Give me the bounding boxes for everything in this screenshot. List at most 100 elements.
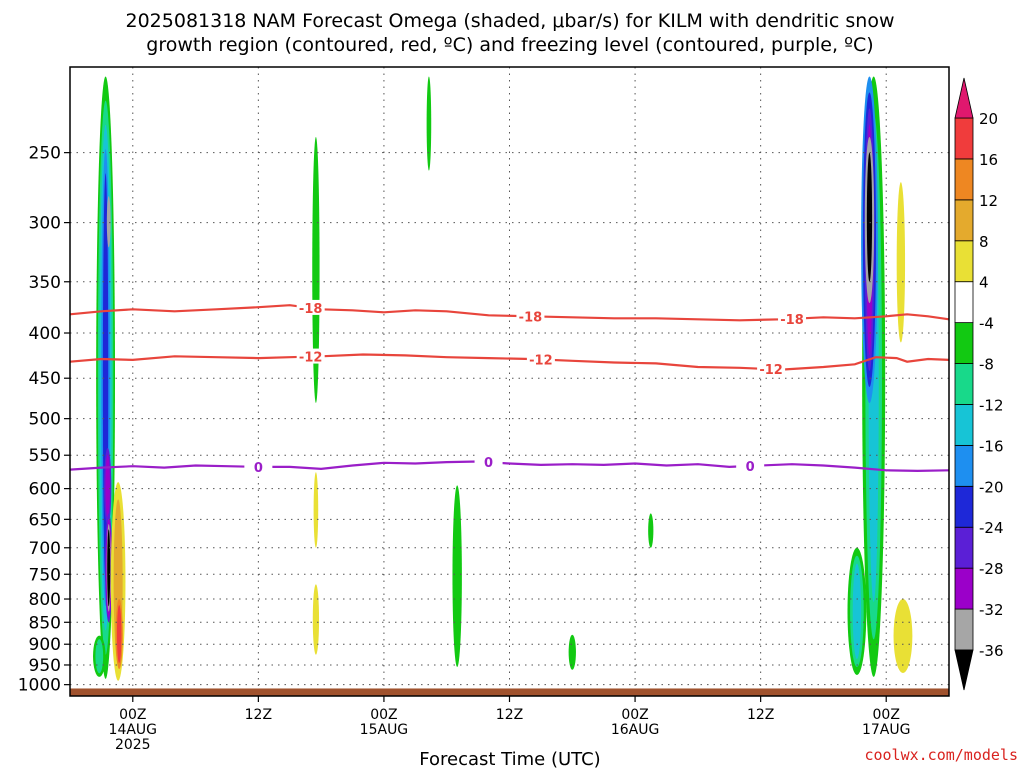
contour-label-1-2: -12 (759, 363, 783, 378)
colorbar-bin-1 (954, 608, 974, 651)
colorbar-tick-label-0: 20 (979, 110, 998, 128)
y-tick-label-350: 350 (29, 273, 61, 293)
watermark: coolwx.com/models (864, 746, 1018, 764)
x-tick-label-4-0: 00Z (621, 707, 648, 723)
x-tick-label-6-1: 17AUG (862, 722, 911, 738)
contour-label-2-0: 0 (254, 461, 263, 476)
contour-label-bg-0-2 (778, 310, 807, 326)
y-tick-label-700: 700 (29, 539, 61, 559)
omega-blob-17-0 (866, 152, 873, 282)
contour-label-bg-1-2 (757, 361, 786, 377)
colorbar-tick-label-4: 4 (979, 274, 989, 292)
colorbar-tick-label-5: -4 (979, 315, 994, 333)
y-tick-label-550: 550 (29, 446, 61, 466)
terrain-fill (70, 688, 949, 696)
colorbar-tick-label-8: -16 (979, 437, 1004, 455)
omega-blob-10-0 (426, 76, 432, 171)
x-tick-label-5-0: 12Z (747, 707, 774, 723)
colorbar-tick-label-3: 8 (979, 233, 989, 251)
colorbar-bin-10 (954, 240, 974, 283)
chart-title: 2025081318 NAM Forecast Omega (shaded, μ… (126, 10, 895, 56)
colorbar-bin-13 (954, 117, 974, 160)
contour-label-1-1: -12 (529, 353, 553, 368)
colorbar-bin-5 (954, 444, 974, 487)
omega-blob-12-0 (568, 634, 576, 670)
colorbar-bin-6 (954, 404, 974, 446)
colorbar-tick-label-12: -32 (979, 601, 1004, 619)
x-tick-label-3-0: 12Z (496, 707, 523, 723)
colorbar-bin-8 (954, 322, 974, 364)
y-tick-label-600: 600 (29, 480, 61, 500)
contours: -18 -18 -18 -12 -12 -12 0 0 0 (69, 299, 950, 476)
colorbar-tick-label-7: -12 (979, 396, 1004, 414)
x-tick-label-0-1: 14AUG (109, 722, 158, 738)
y-tick-label-450: 450 (29, 369, 61, 389)
contour-label-bg-2-1 (474, 454, 503, 470)
colorbar-bin-2 (954, 567, 974, 610)
x-tick-label-1-0: 12Z (245, 707, 272, 723)
title-line-1: 2025081318 NAM Forecast Omega (shaded, μ… (126, 10, 895, 32)
x-axis-label: Forecast Time (UTC) (419, 749, 600, 768)
contour-label-2-1: 0 (484, 456, 493, 471)
colorbar-tick-label-11: -28 (979, 560, 1004, 578)
grid (70, 67, 949, 696)
contour-label-1-0: -12 (299, 351, 323, 366)
colorbar-tick-label-13: -36 (979, 642, 1004, 660)
colorbar-top-triangle (954, 77, 974, 119)
contour-label-bg-1-1 (526, 351, 555, 367)
y-tick-label-650: 650 (29, 510, 61, 530)
x-tick-label-6-0: 00Z (873, 707, 900, 723)
colorbar-tick-label-1: 16 (979, 151, 998, 169)
colorbar-bin-12 (954, 158, 974, 201)
y-tick-label-400: 400 (29, 324, 61, 344)
contour-label-bg-1-0 (296, 348, 325, 364)
y-tick-label-900: 900 (29, 635, 61, 655)
contour-label-bg-2-0 (244, 458, 273, 474)
omega-blob-3-0 (106, 196, 111, 248)
contour-label-2-2: 0 (746, 460, 755, 475)
colorbar-bin-9 (954, 281, 974, 324)
y-tick-label-300: 300 (29, 214, 61, 234)
colorbar: 20 16 12 8 4 -4 -8 -12 -16 -20 -24 -28 -32 -36 (954, 77, 1004, 691)
x-tick-label-4-1: 16AUG (611, 722, 660, 738)
y-tick-label-950: 950 (29, 656, 61, 676)
colorbar-bin-4 (954, 485, 974, 528)
omega-blob-11-0 (452, 485, 462, 667)
title-line-2: growth region (contoured, red, ºC) and f… (146, 34, 873, 56)
contour-label-0-2: -18 (780, 313, 804, 328)
colorbar-bin-7 (954, 363, 974, 405)
contour-label-0-1: -18 (519, 310, 543, 325)
colorbar-tick-label-2: 12 (979, 192, 998, 210)
omega-blob-6-1 (116, 605, 122, 663)
omega-blob-7-0 (312, 136, 320, 403)
omega-blob-1-1 (105, 454, 110, 519)
x-tick-label-2-0: 00Z (370, 707, 397, 723)
colorbar-bottom-triangle (954, 649, 974, 691)
y-tick-label-850: 850 (29, 613, 61, 633)
colorbar-tick-label-9: -20 (979, 478, 1004, 496)
omega-blob-18-2 (852, 563, 862, 660)
colorbar-tick-label-10: -24 (979, 519, 1004, 537)
omega-blob-2-3 (107, 529, 111, 607)
terrain-bar (70, 688, 949, 696)
y-tick-label-800: 800 (29, 590, 61, 610)
y-tick-label-500: 500 (29, 410, 61, 430)
x-tick-label-0-0: 00Z (119, 707, 146, 723)
omega-blob-9-0 (312, 584, 320, 655)
omega-blob-8-0 (313, 472, 319, 548)
contour-label-bg-0-1 (516, 308, 545, 324)
omega-blob-20-0 (893, 599, 913, 673)
colorbar-bin-3 (954, 526, 974, 569)
contour-label-0-0: -18 (299, 302, 323, 317)
plot-frame (69, 66, 950, 697)
x-tick-label-0-2: 2025 (115, 737, 151, 753)
y-tick-label-1000: 1000 (18, 676, 61, 696)
contour-line-0 (69, 460, 950, 473)
y-tick-label-750: 750 (29, 565, 61, 585)
x-tick-label-2-1: 15AUG (360, 722, 409, 738)
contour-line-neg18 (69, 304, 950, 322)
omega-blob-13-0 (648, 513, 654, 548)
y-axis: 2503003504004505005506006507007508008509… (18, 144, 70, 696)
